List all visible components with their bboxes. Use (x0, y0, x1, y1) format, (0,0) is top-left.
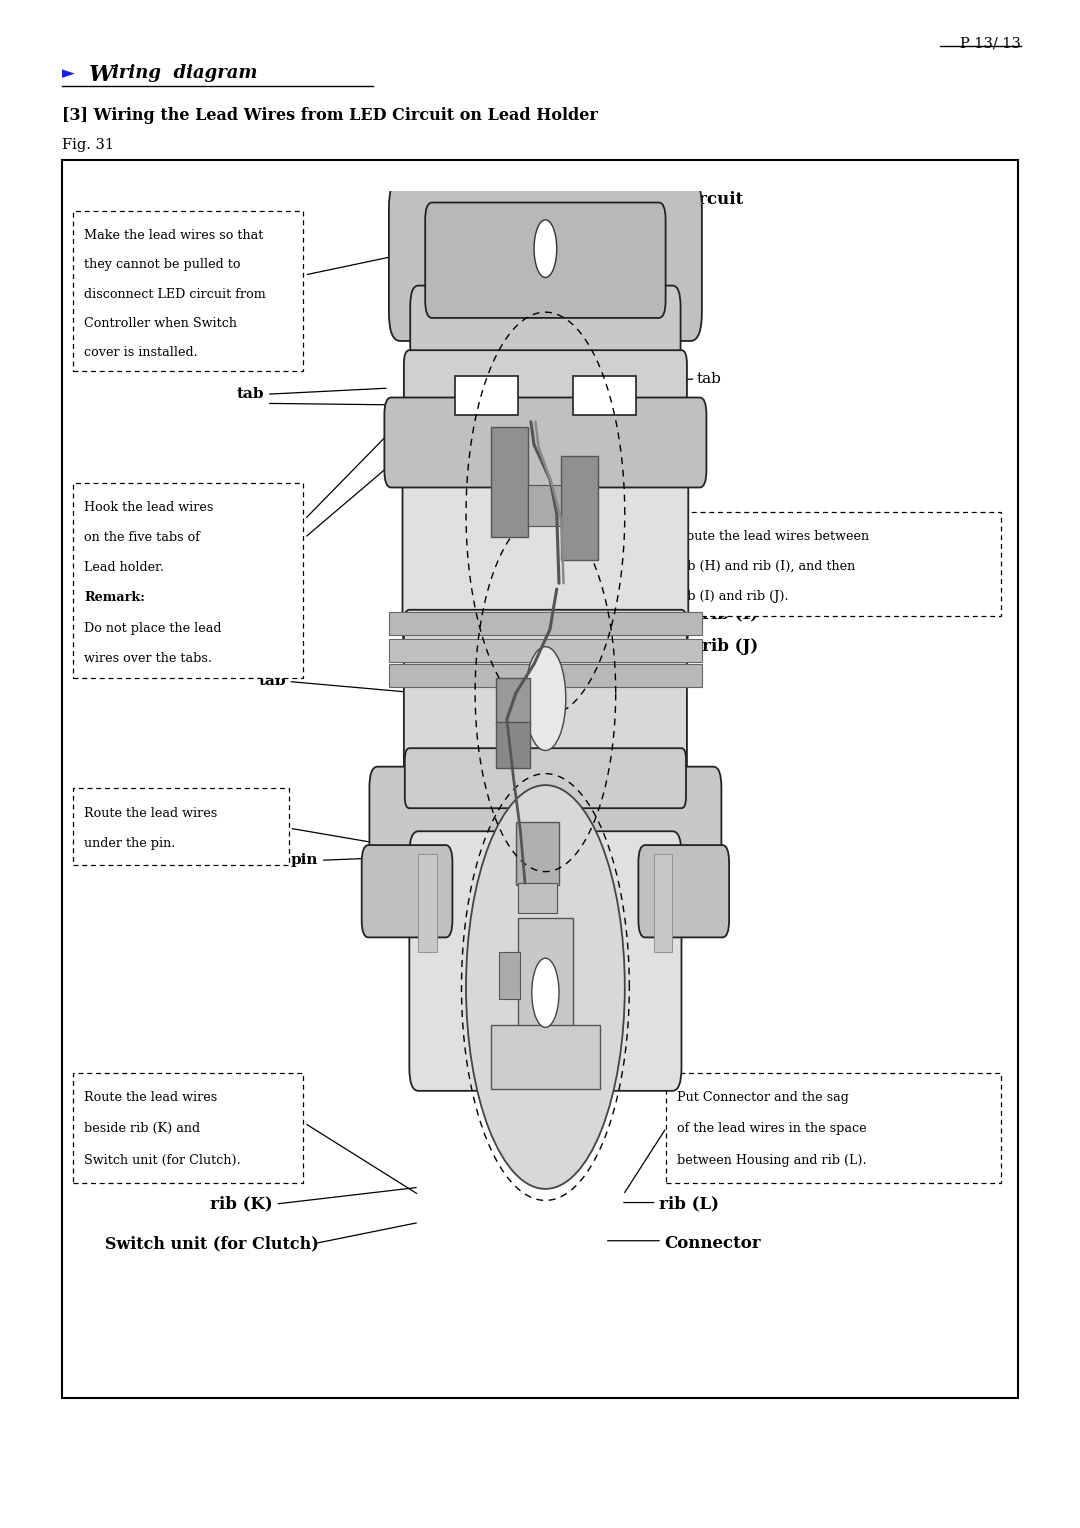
Text: ►: ► (62, 64, 75, 83)
Text: wires over the tabs.: wires over the tabs. (84, 651, 213, 665)
Bar (496, 678, 529, 724)
Bar (518, 883, 557, 914)
Bar (73, 1073, 303, 1183)
Bar (572, 376, 636, 414)
Text: disconnect LED circuit from: disconnect LED circuit from (84, 287, 266, 301)
Text: Fig. 31: Fig. 31 (62, 138, 113, 151)
FancyBboxPatch shape (404, 350, 687, 435)
Text: under the pin.: under the pin. (84, 837, 176, 851)
FancyBboxPatch shape (369, 767, 721, 886)
Text: on the five tabs of: on the five tabs of (84, 532, 200, 544)
Bar (562, 457, 598, 561)
Text: iring  diagram: iring diagram (112, 64, 258, 83)
Text: Route the lead wires: Route the lead wires (84, 807, 217, 821)
Text: [3] Wiring the Lead Wires from LED Circuit on Lead Holder: [3] Wiring the Lead Wires from LED Circu… (62, 107, 597, 124)
Bar (73, 483, 303, 678)
Text: Switch unit (for Clutch): Switch unit (for Clutch) (105, 1235, 319, 1253)
Text: Controller when Switch: Controller when Switch (84, 316, 238, 330)
Text: LED circuit: LED circuit (637, 191, 743, 208)
Text: rib (J): rib (J) (702, 637, 758, 656)
Text: rib (I): rib (I) (702, 605, 758, 623)
Bar (389, 613, 702, 636)
FancyBboxPatch shape (404, 610, 687, 782)
Bar (666, 1073, 1001, 1183)
Text: Switch unit (for Clutch).: Switch unit (for Clutch). (84, 1154, 241, 1167)
FancyBboxPatch shape (389, 179, 702, 341)
Bar (455, 376, 518, 414)
FancyBboxPatch shape (405, 749, 686, 808)
Text: rib (L): rib (L) (659, 1195, 719, 1213)
Bar (654, 854, 673, 952)
Text: tab: tab (238, 387, 265, 402)
FancyBboxPatch shape (362, 845, 453, 937)
Text: W: W (89, 64, 113, 86)
Circle shape (531, 958, 559, 1027)
Text: P 13/ 13: P 13/ 13 (960, 37, 1021, 50)
Bar (516, 822, 559, 886)
Text: rib (I) and rib (J).: rib (I) and rib (J). (677, 590, 788, 602)
Bar (73, 211, 303, 371)
Text: Connector: Connector (664, 1235, 760, 1253)
Text: Hook the lead wires: Hook the lead wires (84, 501, 214, 515)
Bar (389, 665, 702, 688)
Text: they cannot be pulled to: they cannot be pulled to (84, 258, 241, 272)
Text: pin: pin (292, 853, 319, 868)
Text: rib (H) and rib (I), and then: rib (H) and rib (I), and then (677, 559, 855, 573)
Text: Route the lead wires between: Route the lead wires between (677, 530, 869, 544)
Circle shape (525, 646, 566, 750)
FancyBboxPatch shape (403, 448, 688, 646)
Bar (389, 639, 702, 662)
Bar (496, 721, 529, 767)
Text: Do not place the lead: Do not place the lead (84, 622, 221, 634)
Bar (528, 486, 562, 526)
Text: tab: tab (697, 371, 721, 387)
Text: tab: tab (259, 674, 286, 689)
Bar (499, 952, 519, 999)
Text: Put Connector and the sag: Put Connector and the sag (677, 1091, 849, 1105)
Text: Make the lead wires so that: Make the lead wires so that (84, 229, 264, 243)
Text: rib (H): rib (H) (702, 573, 766, 591)
FancyBboxPatch shape (410, 286, 680, 396)
Text: of the lead wires in the space: of the lead wires in the space (677, 1123, 867, 1135)
Text: cover is installed.: cover is installed. (84, 345, 198, 359)
Bar (73, 788, 289, 865)
Bar (666, 512, 1001, 616)
Text: between Housing and rib (L).: between Housing and rib (L). (677, 1154, 867, 1167)
Text: Remark:: Remark: (84, 591, 145, 605)
Text: Lead holder.: Lead holder. (84, 561, 164, 575)
Circle shape (534, 220, 557, 278)
FancyBboxPatch shape (409, 831, 681, 1091)
Text: beside rib (K) and: beside rib (K) and (84, 1123, 201, 1135)
Bar (418, 854, 436, 952)
Text: Route the lead wires: Route the lead wires (84, 1091, 217, 1105)
Circle shape (467, 785, 624, 1189)
FancyBboxPatch shape (384, 397, 706, 487)
Bar (62, 160, 1018, 1398)
FancyBboxPatch shape (426, 203, 665, 318)
Bar (491, 428, 528, 536)
Text: rib (K): rib (K) (211, 1195, 273, 1213)
Bar (518, 918, 572, 1033)
FancyBboxPatch shape (638, 845, 729, 937)
Bar (491, 1025, 599, 1088)
